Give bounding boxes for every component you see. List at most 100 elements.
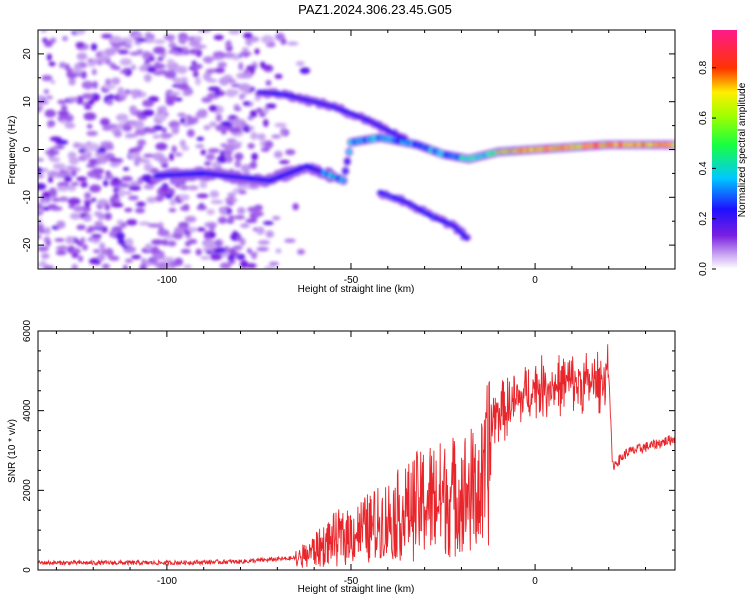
- spectrogram-blob: [237, 207, 246, 215]
- spectrogram-blob: [143, 73, 152, 83]
- spectrogram-y-tick-label: 10: [22, 96, 33, 108]
- spectrogram-blob: [181, 145, 190, 151]
- spectrogram-blob: [222, 126, 235, 131]
- spectrogram-blob: [57, 110, 70, 116]
- spectrogram-blob: [111, 77, 121, 85]
- spectrogram-blob: [109, 196, 116, 205]
- spectrogram-blob: [48, 61, 56, 67]
- spectrogram-blob: [86, 124, 93, 129]
- spectrogram-blob: [196, 136, 205, 141]
- spectrogram-blob: [109, 158, 122, 163]
- spectrogram-blob: [193, 44, 207, 49]
- spectrogram-blob: [155, 142, 168, 151]
- spectrogram-blob: [228, 30, 241, 35]
- spectrogram-blob: [154, 113, 167, 122]
- colorbar-tick-label: 0.4: [698, 161, 709, 175]
- spectrogram-blob: [263, 266, 276, 269]
- spectrogram-blob: [38, 234, 42, 240]
- spectrogram-y-tick-label: 20: [22, 48, 33, 60]
- spectrogram-blob: [128, 195, 139, 201]
- spectrogram-blob: [171, 125, 180, 135]
- spectrogram-blob: [214, 240, 222, 246]
- spectrogram-blob: [44, 109, 56, 118]
- spectrogram-blob: [121, 41, 127, 46]
- spectrogram-blob: [89, 184, 102, 193]
- spectrogram-blob: [97, 157, 108, 164]
- spectrogram-blob: [47, 122, 53, 128]
- spectrogram-blob: [124, 207, 133, 213]
- spectrogram-blob: [94, 152, 108, 158]
- spectrogram-blob: [147, 56, 155, 62]
- spectrogram-blob: [79, 237, 86, 244]
- spectrogram-blob: [129, 51, 140, 56]
- spectrogram-blob: [55, 245, 69, 251]
- spectrogram-blob: [295, 60, 305, 67]
- spectrogram-blob: [118, 182, 130, 188]
- spectrogram-blob: [122, 68, 130, 74]
- spectrogram-blob: [228, 259, 236, 265]
- spectrogram-blob: [297, 249, 306, 255]
- spectrogram-blob: [146, 196, 157, 204]
- snr-y-tick-label: 2000: [22, 479, 33, 502]
- spectrogram-blob: [264, 140, 274, 149]
- spectrogram-blob: [262, 221, 274, 226]
- spectrogram-blob: [73, 205, 85, 212]
- snr-axis-ticks: -100 -50 0 0 2000 4000 6000: [22, 319, 675, 587]
- spectrogram-blob: [57, 99, 67, 105]
- spectrogram-blob: [145, 127, 158, 134]
- spectrogram-blob: [88, 158, 98, 165]
- spectrogram-blob: [186, 129, 195, 138]
- spectrogram-blob: [265, 230, 275, 238]
- spectrogram-blob: [239, 72, 253, 79]
- spectrogram-blob: [219, 207, 228, 216]
- spectrogram-y-tick-label: -20: [22, 237, 33, 252]
- spectrogram-blob: [213, 246, 227, 254]
- spectrogram-blob: [243, 32, 253, 39]
- spectrogram-blob: [41, 74, 53, 82]
- spectrogram-blob: [178, 194, 190, 201]
- spectrogram-blob: [45, 239, 51, 247]
- spectrogram-blob: [124, 191, 133, 195]
- spectrogram-blob: [273, 150, 283, 159]
- spectrogram-blob: [246, 248, 252, 254]
- spectrogram-blob: [167, 263, 173, 269]
- spectrogram-blob: [115, 232, 125, 241]
- spectrogram-blob: [234, 107, 242, 112]
- spectrogram-blob: [186, 88, 194, 96]
- spectrogram-blob: [134, 41, 142, 46]
- spectrogram-blob: [124, 43, 132, 49]
- spectrogram-blob: [257, 240, 270, 245]
- spectrogram-blob: [48, 203, 58, 208]
- spectrogram-blob: [219, 262, 232, 269]
- spectrogram-blob: [152, 252, 166, 260]
- spectrogram-blob: [272, 216, 281, 221]
- spectrogram-blob: [179, 185, 190, 190]
- spectrogram-blob: [402, 136, 407, 142]
- spectrogram-blob: [168, 42, 177, 49]
- spectrogram-blob: [119, 91, 130, 98]
- spectrogram-blob: [220, 143, 227, 148]
- spectrogram-blob: [59, 119, 69, 124]
- spectrogram-blob: [274, 122, 287, 128]
- spectrogram-blob: [254, 48, 260, 55]
- spectrogram-blob: [82, 244, 88, 251]
- spectrogram-blob: [227, 192, 237, 197]
- spectrogram-blob: [174, 257, 184, 267]
- spectrogram-blob: [251, 252, 257, 260]
- spectrogram-blob: [228, 115, 237, 120]
- spectrogram-blob: [72, 142, 81, 149]
- spectrogram-blob: [167, 36, 175, 43]
- spectrogram-blob: [275, 248, 282, 254]
- spectrogram-blob: [180, 76, 188, 84]
- spectrogram-blob: [207, 148, 221, 154]
- spectrogram-blob: [45, 95, 54, 100]
- spectrogram-blob: [169, 198, 176, 206]
- spectrogram-blob: [149, 258, 158, 265]
- spectrogram-blob: [42, 265, 55, 269]
- spectrogram-blob: [260, 35, 274, 44]
- spectrogram-blob: [117, 49, 129, 55]
- spectrogram-blob: [101, 226, 108, 234]
- spectrogram-blob: [107, 123, 118, 129]
- spectrogram-blob: [82, 216, 92, 222]
- spectrogram-blob: [38, 182, 47, 191]
